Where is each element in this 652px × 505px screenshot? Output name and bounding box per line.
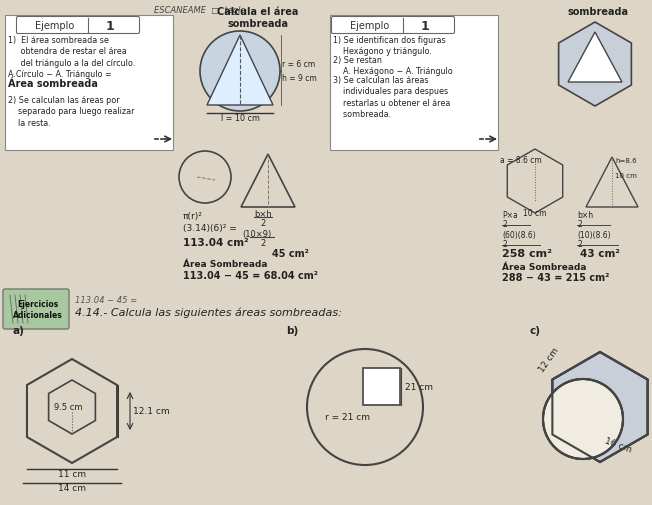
Polygon shape: [552, 352, 647, 462]
Text: 2: 2: [577, 239, 582, 248]
Text: P×a: P×a: [502, 211, 518, 220]
Text: (10)(8.6): (10)(8.6): [577, 231, 611, 239]
Text: (60)(8.6): (60)(8.6): [502, 231, 536, 239]
Text: 4.14.- Calcula las siguientes áreas sombreadas:: 4.14.- Calcula las siguientes áreas somb…: [75, 308, 342, 318]
Text: 21 cm: 21 cm: [405, 382, 433, 391]
Text: b): b): [286, 325, 298, 335]
Text: 1: 1: [421, 20, 430, 32]
Text: Calcula el área
sombreada: Calcula el área sombreada: [217, 7, 299, 29]
Bar: [363, 368, 400, 405]
Text: 2) Se restan
    A. Hexágono − A. Triángulo: 2) Se restan A. Hexágono − A. Triángulo: [333, 56, 452, 76]
Text: 2: 2: [502, 220, 507, 229]
Text: 2: 2: [502, 239, 507, 248]
Text: 2: 2: [577, 220, 582, 229]
Text: 113.04 − 45 =: 113.04 − 45 =: [75, 295, 137, 305]
Text: h=8.6: h=8.6: [615, 158, 636, 164]
Text: 113.04 cm²: 113.04 cm²: [183, 237, 248, 247]
Text: 10 cm: 10 cm: [615, 173, 637, 179]
Text: ESCANEAME  □  tegla: ESCANEAME □ tegla: [154, 6, 246, 15]
Text: 1: 1: [106, 20, 114, 32]
Text: c): c): [530, 325, 541, 335]
Circle shape: [543, 379, 623, 459]
Text: 14 cm: 14 cm: [58, 483, 86, 492]
Text: 9.5 cm: 9.5 cm: [53, 402, 82, 411]
Text: Ejercicios
Adicionales: Ejercicios Adicionales: [13, 299, 63, 320]
FancyBboxPatch shape: [331, 18, 454, 34]
Text: 12 cm: 12 cm: [537, 345, 561, 373]
Text: 1) Se identifican dos figuras
    Hexágono y triángulo.: 1) Se identifican dos figuras Hexágono y…: [333, 36, 445, 57]
Text: Ejemplo: Ejemplo: [350, 21, 390, 31]
Text: Ejemplo: Ejemplo: [35, 21, 74, 31]
FancyBboxPatch shape: [5, 16, 173, 150]
Text: 10 cm: 10 cm: [524, 209, 547, 218]
Text: 113.04 − 45 = 68.04 cm²: 113.04 − 45 = 68.04 cm²: [183, 271, 318, 280]
FancyBboxPatch shape: [16, 18, 140, 34]
FancyBboxPatch shape: [3, 289, 69, 329]
Text: (3.14)(6)² =: (3.14)(6)² =: [183, 224, 237, 232]
Text: sombreada: sombreada: [567, 7, 629, 17]
Text: h = 9 cm: h = 9 cm: [282, 73, 317, 82]
Text: 288 − 43 = 215 cm²: 288 − 43 = 215 cm²: [502, 273, 610, 282]
Text: 45 cm²: 45 cm²: [272, 248, 309, 259]
Polygon shape: [568, 33, 622, 83]
Text: Área Sombreada: Área Sombreada: [183, 260, 267, 269]
Text: 43 cm²: 43 cm²: [580, 248, 620, 259]
Polygon shape: [559, 23, 631, 107]
Text: l = 10 cm: l = 10 cm: [220, 114, 259, 123]
Text: (10×9): (10×9): [243, 230, 272, 238]
Circle shape: [200, 32, 280, 112]
Text: 2: 2: [260, 219, 265, 228]
Polygon shape: [207, 36, 273, 106]
Text: r = 6 cm: r = 6 cm: [282, 60, 315, 68]
FancyBboxPatch shape: [330, 16, 498, 150]
Text: 2) Se calculan las áreas por
    separado para luego realizar
    la resta.: 2) Se calculan las áreas por separado pa…: [8, 96, 134, 128]
Text: 3) Se calculan las áreas
    individuales para despues
    restarlas u obtener e: 3) Se calculan las áreas individuales pa…: [333, 76, 451, 119]
Text: a = 8.6 cm: a = 8.6 cm: [500, 156, 542, 165]
Text: 11 cm: 11 cm: [58, 469, 86, 478]
Text: 12.1 cm: 12.1 cm: [133, 407, 170, 416]
Text: a): a): [12, 325, 24, 335]
Text: b×h: b×h: [577, 211, 593, 220]
Text: 16 cm: 16 cm: [603, 435, 632, 453]
Text: A.Círculo − A. Triángulo =: A.Círculo − A. Triángulo =: [8, 70, 111, 79]
Text: r = 21 cm: r = 21 cm: [325, 412, 370, 421]
Text: Área Sombreada: Área Sombreada: [502, 263, 587, 272]
Text: 258 cm²: 258 cm²: [502, 248, 552, 259]
Text: 1)  El área sombreada se
     obtendra de restar el área
     del triángulo a la: 1) El área sombreada se obtendra de rest…: [8, 36, 135, 68]
Text: b×h: b×h: [254, 210, 272, 219]
Text: 2: 2: [260, 238, 265, 247]
Text: Área sombreada: Área sombreada: [8, 79, 98, 89]
Text: π(r)²: π(r)²: [183, 212, 203, 221]
